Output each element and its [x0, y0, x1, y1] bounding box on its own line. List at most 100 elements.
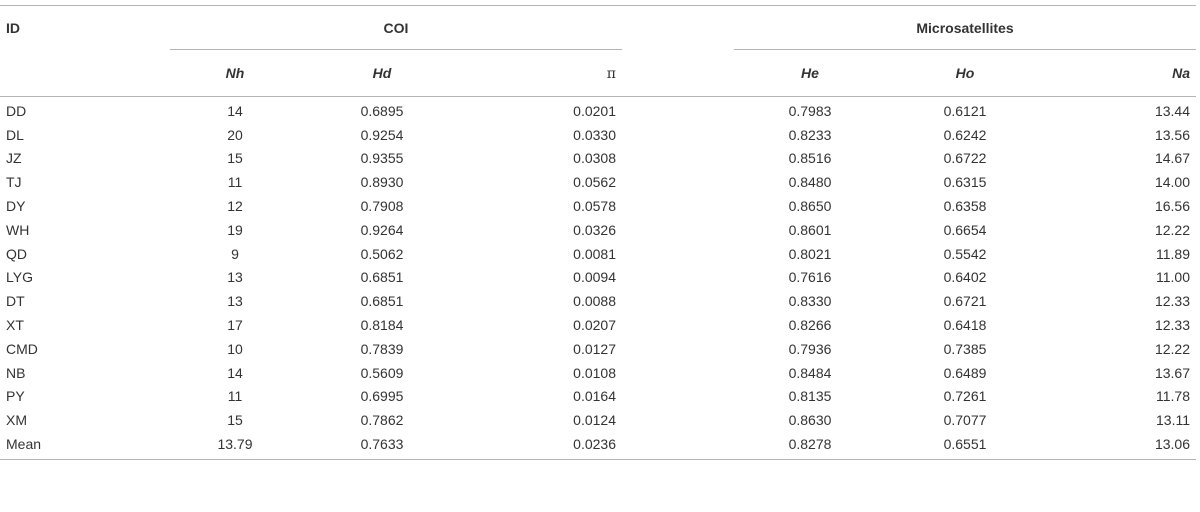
he-cell: 0.7936 — [788, 340, 832, 357]
row-id-cell: XM — [6, 412, 27, 429]
na-cell: 14.67 — [1154, 150, 1190, 167]
hd-cell: 0.9355 — [360, 150, 404, 167]
he-cell: 0.8330 — [788, 293, 832, 310]
gap-cell — [622, 5, 734, 50]
table-row: XM 15 0.7862 0.0124 0.8630 0.7077 13.11 — [0, 408, 1196, 432]
gap-cell — [622, 361, 734, 385]
ho-header: Ho — [886, 49, 1044, 97]
table-row: XT 17 0.8184 0.0207 0.8266 0.6418 12.33 — [0, 313, 1196, 337]
gap-cell — [622, 147, 734, 171]
he-cell: 0.7983 — [788, 102, 832, 119]
pi-cell: 0.0081 — [573, 245, 616, 262]
he-header: He — [734, 49, 886, 97]
gap-cell — [622, 337, 734, 361]
na-cell: 16.56 — [1154, 198, 1190, 215]
he-cell: 0.8480 — [788, 174, 832, 191]
pi-cell: 0.0330 — [573, 126, 616, 143]
nh-cell: 9 — [231, 245, 239, 262]
blank-header — [0, 50, 170, 97]
table-row: LYG 13 0.6851 0.0094 0.7616 0.6402 11.00 — [0, 266, 1196, 290]
ho-cell: 0.6358 — [943, 198, 987, 215]
hd-cell: 0.8184 — [360, 317, 404, 334]
he-cell: 0.8650 — [788, 198, 832, 215]
table-row: QD 9 0.5062 0.0081 0.8021 0.5542 11.89 — [0, 242, 1196, 266]
group-header-row: ID COI Microsatellites — [0, 5, 1196, 50]
coi-group-header: COI — [170, 5, 622, 50]
na-cell: 12.22 — [1154, 221, 1190, 238]
table-row: TJ 11 0.8930 0.0562 0.8480 0.6315 14.00 — [0, 170, 1196, 194]
nh-cell: 19 — [227, 221, 243, 238]
row-id-cell: XT — [6, 317, 24, 334]
gap-cell — [622, 97, 734, 123]
ho-cell: 0.7077 — [943, 412, 987, 429]
na-cell: 13.06 — [1044, 432, 1196, 460]
na-cell: 13.67 — [1154, 364, 1190, 381]
he-cell: 0.8484 — [788, 364, 832, 381]
table-row: NB 14 0.5609 0.0108 0.8484 0.6489 13.67 — [0, 361, 1196, 385]
nh-cell: 13 — [227, 293, 243, 310]
ho-cell: 0.5542 — [943, 245, 987, 262]
table-body: DD 14 0.6895 0.0201 0.7983 0.6121 13.44 DL 20 0.9… — [0, 97, 1196, 460]
nh-cell: 15 — [227, 150, 243, 167]
gap-cell — [622, 289, 734, 313]
microsatellites-group-header: Microsatellites — [734, 5, 1196, 50]
ho-cell: 0.6722 — [943, 150, 987, 167]
gap-cell — [622, 432, 734, 460]
ho-cell: 0.6551 — [886, 432, 1044, 460]
nh-cell: 13.79 — [170, 432, 300, 460]
hd-cell: 0.8930 — [360, 174, 404, 191]
hd-cell: 0.7908 — [360, 198, 404, 215]
row-id-cell: LYG — [6, 269, 33, 286]
table-row: DL 20 0.9254 0.0330 0.8233 0.6242 13.56 — [0, 123, 1196, 147]
he-cell: 0.7616 — [788, 269, 832, 286]
row-id-cell: CMD — [6, 340, 38, 357]
genetic-diversity-table: ID COI Microsatellites Nh Hd π He Ho Na … — [0, 5, 1196, 460]
nh-cell: 11 — [227, 174, 243, 191]
nh-cell: 15 — [227, 412, 243, 429]
gap-cell — [622, 313, 734, 337]
ho-cell: 0.6654 — [943, 221, 987, 238]
gap-cell — [622, 242, 734, 266]
hd-cell: 0.6895 — [360, 102, 404, 119]
hd-cell: 0.7633 — [300, 432, 464, 460]
ho-cell: 0.6402 — [943, 269, 987, 286]
sub-header-row: Nh Hd π He Ho Na — [0, 49, 1196, 97]
row-id-cell: TJ — [6, 174, 22, 191]
ho-cell: 0.7261 — [943, 388, 987, 405]
row-id-cell: DD — [6, 102, 27, 119]
gap-cell — [622, 218, 734, 242]
ho-cell: 0.6121 — [943, 102, 987, 119]
pi-cell: 0.0308 — [573, 150, 616, 167]
row-id-cell: WH — [6, 221, 30, 238]
he-cell: 0.8266 — [788, 317, 832, 334]
he-cell: 0.8233 — [788, 126, 832, 143]
table-row: DY 12 0.7908 0.0578 0.8650 0.6358 16.56 — [0, 194, 1196, 218]
hd-header: Hd — [300, 49, 464, 97]
hd-cell: 0.9254 — [360, 126, 404, 143]
gap-cell — [622, 408, 734, 432]
pi-cell: 0.0578 — [573, 198, 616, 215]
table-row: DT 13 0.6851 0.0088 0.8330 0.6721 12.33 — [0, 289, 1196, 313]
na-cell: 12.33 — [1154, 317, 1190, 334]
nh-cell: 12 — [227, 198, 243, 215]
he-cell: 0.8278 — [734, 432, 886, 460]
ho-cell: 0.7385 — [943, 340, 987, 357]
he-cell: 0.8516 — [788, 150, 832, 167]
nh-cell: 14 — [227, 102, 243, 119]
table-row: DD 14 0.6895 0.0201 0.7983 0.6121 13.44 — [0, 97, 1196, 123]
row-id-cell: JZ — [6, 150, 22, 167]
na-cell: 11.78 — [1156, 388, 1190, 405]
gap-cell — [622, 266, 734, 290]
table-row: PY 11 0.6995 0.0164 0.8135 0.7261 11.78 — [0, 385, 1196, 409]
table-row: CMD 10 0.7839 0.0127 0.7936 0.7385 12.22 — [0, 337, 1196, 361]
row-id-cell: PY — [6, 388, 25, 405]
table-row: JZ 15 0.9355 0.0308 0.8516 0.6722 14.67 — [0, 147, 1196, 171]
na-cell: 13.44 — [1154, 102, 1190, 119]
ho-cell: 0.6418 — [943, 317, 987, 334]
pi-header: π — [606, 65, 616, 82]
row-id-cell: Mean — [0, 432, 170, 460]
nh-cell: 11 — [227, 388, 243, 405]
pi-cell: 0.0201 — [573, 102, 616, 119]
gap-cell — [622, 123, 734, 147]
na-cell: 11.89 — [1156, 245, 1190, 262]
